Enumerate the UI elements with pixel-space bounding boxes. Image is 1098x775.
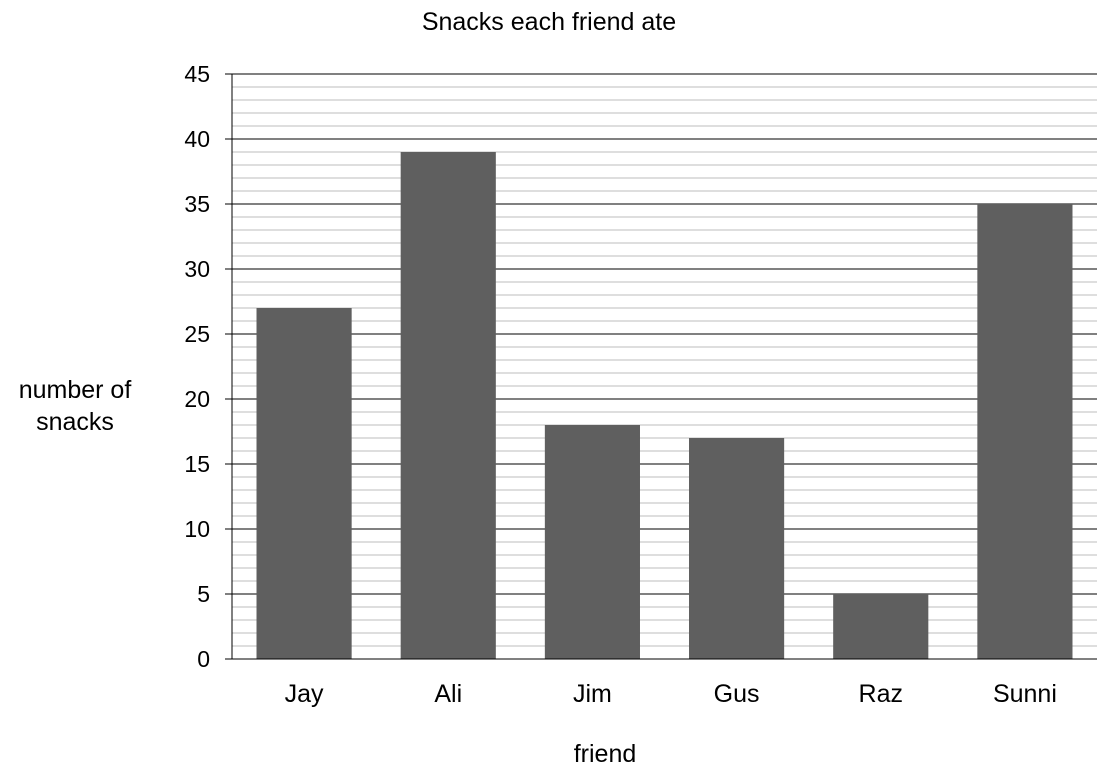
y-tick-label: 5 xyxy=(197,581,210,607)
x-tick-label: Sunni xyxy=(993,680,1057,708)
y-tick-label: 30 xyxy=(184,256,210,282)
y-axis-label-line-1: number of xyxy=(18,376,132,404)
y-tick-label: 35 xyxy=(184,191,210,217)
chart-title: Snacks each friend ate xyxy=(421,8,677,36)
y-tick-label: 10 xyxy=(184,516,210,542)
y-tick-label: 15 xyxy=(184,451,210,477)
x-axis-label: friend xyxy=(573,740,637,768)
y-tick-label: 25 xyxy=(184,321,210,347)
x-tick-label: Gus xyxy=(714,680,760,708)
y-tick-label: 45 xyxy=(184,61,210,87)
y-tick-label: 0 xyxy=(197,646,210,672)
y-axis-label: number of snacks xyxy=(0,374,150,438)
x-tick-label: Jim xyxy=(573,680,612,708)
bar-raz xyxy=(833,594,929,659)
x-tick-label: Raz xyxy=(859,680,903,708)
x-tick-label: Ali xyxy=(434,680,462,708)
bar-ali xyxy=(400,152,496,659)
bar-gus xyxy=(689,438,785,659)
bar-jim xyxy=(544,425,640,659)
bar-jay xyxy=(256,308,352,659)
bar-sunni xyxy=(977,204,1073,659)
y-tick-label: 40 xyxy=(184,126,210,152)
x-tick-label: Jay xyxy=(285,680,324,708)
y-axis-label-line-2: snacks xyxy=(36,408,114,436)
y-tick-label: 20 xyxy=(184,386,210,412)
